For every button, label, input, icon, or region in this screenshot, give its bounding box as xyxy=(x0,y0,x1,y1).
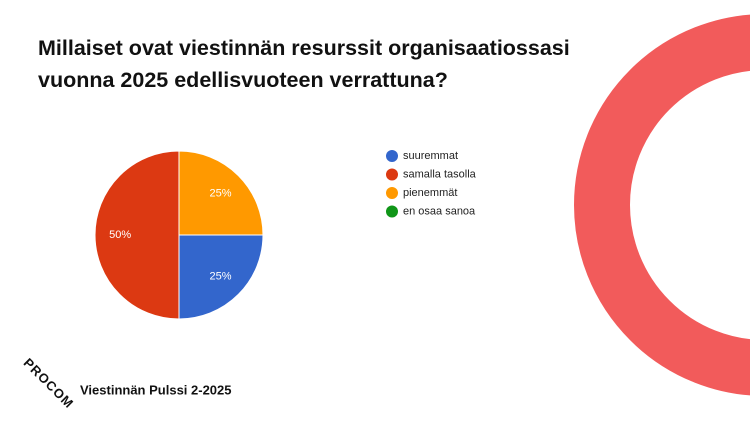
legend-label: pienemmät xyxy=(403,187,457,199)
pie-slice xyxy=(94,150,180,320)
data-label: 25% xyxy=(210,270,232,282)
legend-swatch xyxy=(386,150,398,162)
footer-text: Viestinnän Pulssi 2-2025 xyxy=(80,382,232,397)
decorative-ring xyxy=(574,14,750,396)
legend-label: suuremmat xyxy=(403,150,458,162)
legend-label: samalla tasolla xyxy=(403,168,477,180)
pie-slice xyxy=(178,150,264,236)
data-label: 25% xyxy=(210,187,232,199)
legend-swatch xyxy=(386,187,398,199)
data-label: 50% xyxy=(109,229,131,241)
legend-swatch xyxy=(386,205,398,218)
legend-label: en osaa sanoa xyxy=(403,205,476,217)
legend-swatch xyxy=(386,168,398,181)
logo: PROCOM xyxy=(21,355,77,411)
chart-title: Millaiset ovat viestinnän resurssit orga… xyxy=(38,36,570,92)
pie-slice xyxy=(178,234,264,320)
